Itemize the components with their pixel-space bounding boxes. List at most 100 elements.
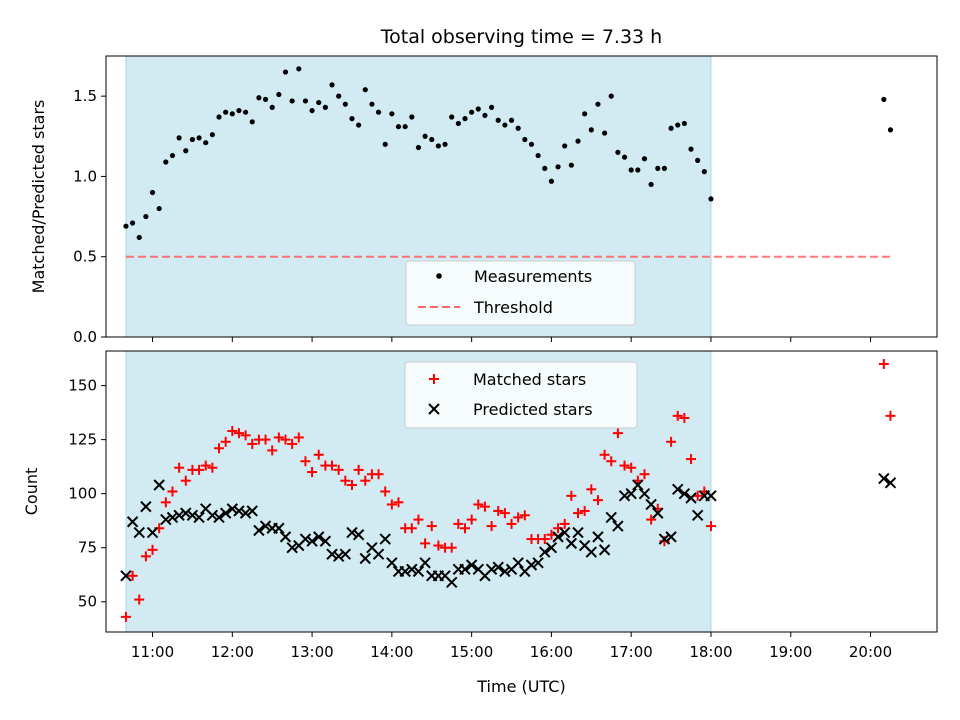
measurement-point-85: [688, 146, 694, 152]
matched-star-point-67: [566, 490, 577, 501]
count-x-tick-label-0: 11:00: [131, 643, 174, 661]
count-x-tick-label-6: 17:00: [610, 643, 653, 661]
measurement-point-76: [628, 167, 634, 173]
measurement-point-74: [615, 149, 621, 155]
measurement-point-28: [309, 107, 315, 114]
matched-star-point-44: [413, 514, 424, 525]
matched-star-point-27: [300, 456, 311, 467]
ratio-panel-y-ticks: 0.0 0.5 1.0 1.5: [73, 87, 106, 346]
predicted-star-point-57: [499, 565, 511, 578]
matched-star-point-85: [686, 454, 697, 465]
matched-star-point-13: [207, 462, 218, 473]
predicted-star-point-7: [166, 511, 179, 524]
predicted-star-point-84: [678, 487, 691, 500]
ratio-y-tick-label-2: 1.0: [73, 167, 97, 185]
count-y-tick-label-3: 125: [68, 431, 97, 449]
predicted-star-point-51: [459, 563, 471, 576]
legend-matched-label: Matched stars: [473, 370, 586, 389]
matched-star-point-68: [573, 508, 584, 519]
measurement-point-45: [422, 133, 428, 139]
predicted-star-point-59: [512, 557, 524, 569]
matched-star-point-34: [346, 480, 357, 491]
measurement-point-4: [149, 189, 156, 196]
matched-star-point-71: [592, 495, 603, 506]
predicted-star-point-43: [406, 563, 418, 576]
measurement-point-34: [349, 116, 355, 122]
count-x-tick-label-3: 14:00: [370, 643, 413, 661]
predicted-star-point-66: [559, 526, 571, 539]
matched-star-point-72: [599, 449, 610, 460]
legend-predicted-label: Predicted stars: [473, 400, 593, 419]
matched-star-point-24: [280, 434, 291, 445]
measurement-point-44: [415, 144, 422, 151]
measurement-point-42: [402, 124, 408, 130]
predicted-star-point-63: [539, 546, 551, 558]
measurement-point-83: [675, 122, 681, 128]
predicted-star-point-9: [180, 507, 192, 519]
measurement-point-16: [229, 111, 235, 117]
predicted-star-point-82: [665, 531, 677, 543]
predicted-star-point-2: [133, 526, 145, 539]
measurement-point-20: [256, 95, 262, 101]
measurement-point-67: [568, 162, 574, 168]
measurement-point-9: [183, 148, 189, 154]
matched-star-point-22: [267, 445, 278, 456]
measurement-point-64: [548, 178, 555, 184]
predicted-star-point-55: [485, 563, 498, 576]
measurement-point-55: [488, 104, 495, 110]
predicted-star-point-74: [612, 520, 624, 532]
matched-star-point-36: [360, 475, 371, 486]
measurement-point-82: [668, 125, 674, 131]
predicted-star-point-78: [638, 487, 651, 500]
measurement-point-84: [681, 120, 687, 127]
matched-star-point-19: [247, 438, 258, 449]
predicted-star-point-80: [652, 507, 664, 519]
measurement-point-65: [555, 164, 561, 170]
predicted-star-point-17: [233, 505, 245, 517]
matched-star-point-75: [619, 460, 630, 471]
matched-star-point-35: [353, 464, 364, 475]
measurement-point-37: [369, 101, 375, 107]
measurement-point-70: [588, 127, 594, 133]
matched-star-point-39: [380, 486, 391, 497]
matched-star-point-90: [885, 410, 896, 421]
predicted-star-point-38: [372, 548, 385, 560]
predicted-star-point-19: [246, 505, 258, 517]
matched-star-point-14: [214, 443, 225, 454]
predicted-star-point-27: [299, 533, 312, 545]
count-x-tick-label-5: 16:00: [530, 643, 573, 661]
legend-measurements-marker: [436, 273, 442, 279]
measurement-point-88: [708, 196, 714, 202]
measurement-point-68: [575, 138, 581, 144]
matched-star-point-15: [220, 436, 231, 447]
matched-star-point-69: [579, 505, 590, 516]
measurement-point-80: [655, 165, 661, 171]
matched-star-point-23: [273, 432, 284, 443]
count-x-tick-label-4: 15:00: [450, 643, 493, 661]
measurement-point-8: [176, 135, 182, 141]
predicted-star-point-30: [319, 535, 332, 547]
predicted-star-point-61: [525, 559, 538, 571]
measurement-point-36: [362, 87, 368, 93]
count-y-tick-label-0: 50: [78, 593, 97, 611]
matched-star-point-76: [626, 462, 637, 473]
measurement-point-50: [455, 120, 461, 127]
predicted-star-point-11: [193, 511, 205, 524]
matched-star-point-21: [260, 434, 271, 445]
ratio-panel-x-ticks: [152, 337, 872, 342]
predicted-star-point-89: [878, 472, 890, 485]
predicted-star-point-49: [445, 576, 458, 588]
matched-star-point-79: [646, 514, 657, 525]
predicted-star-point-0: [120, 570, 132, 582]
measurement-point-13: [209, 132, 215, 138]
matched-star-point-45: [420, 538, 431, 549]
measurement-point-79: [648, 181, 654, 188]
predicted-star-point-28: [306, 535, 318, 547]
measurement-point-14: [216, 114, 222, 120]
predicted-star-point-21: [259, 520, 272, 532]
matched-star-point-70: [586, 484, 597, 495]
measurement-point-12: [203, 140, 209, 146]
matched-star-point-1: [127, 570, 138, 581]
